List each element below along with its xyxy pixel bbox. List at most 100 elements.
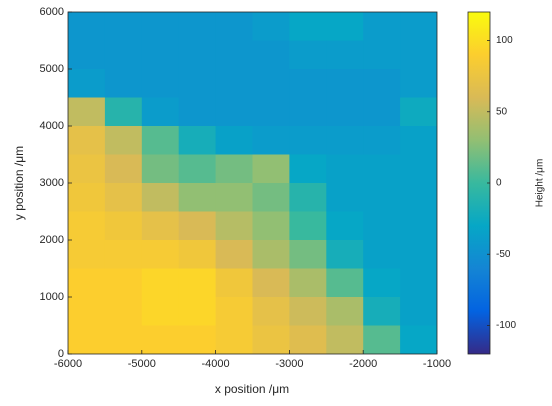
heatmap-cell bbox=[178, 12, 217, 42]
heatmap-cell bbox=[400, 211, 437, 241]
heatmap-cell bbox=[289, 183, 327, 213]
x-tick-label: -3000 bbox=[275, 358, 303, 370]
heatmap-cell bbox=[326, 97, 364, 127]
heatmap-cell bbox=[178, 126, 217, 156]
y-tick-label: 5000 bbox=[40, 63, 64, 75]
heatmap-cell bbox=[289, 154, 327, 184]
heatmap-cell bbox=[363, 183, 401, 213]
heatmap-cell bbox=[215, 97, 254, 127]
heatmap-cell bbox=[252, 126, 290, 156]
heatmap-cell bbox=[400, 12, 437, 42]
heatmap-cell bbox=[178, 97, 217, 127]
heatmap-cell bbox=[141, 183, 180, 213]
heatmap-cell bbox=[68, 240, 106, 270]
heatmap-cell bbox=[400, 69, 437, 99]
heatmap-cell bbox=[178, 297, 217, 327]
heatmap-cell bbox=[400, 325, 437, 354]
heatmap-cell bbox=[68, 297, 106, 327]
heatmap-cell bbox=[289, 268, 327, 298]
heatmap-cell bbox=[178, 240, 217, 270]
heatmap-cell bbox=[363, 240, 401, 270]
x-tick-label: -4000 bbox=[202, 358, 230, 370]
heatmap-cell bbox=[363, 97, 401, 127]
heatmap-cell bbox=[252, 12, 290, 42]
heatmap-cell bbox=[252, 183, 290, 213]
heatmap-cell bbox=[400, 126, 437, 156]
heatmap-cell bbox=[104, 297, 143, 327]
heatmap-cell bbox=[141, 69, 180, 99]
heatmap-cell bbox=[68, 12, 106, 42]
heatmap-cell bbox=[215, 69, 254, 99]
x-tick-label: -1000 bbox=[423, 358, 451, 370]
heatmap-cell bbox=[252, 154, 290, 184]
heatmap-cell bbox=[215, 240, 254, 270]
heatmap-cell bbox=[215, 268, 254, 298]
heatmap-cell bbox=[178, 211, 217, 241]
heatmap-cell bbox=[252, 97, 290, 127]
heatmap-cell bbox=[68, 40, 106, 70]
heatmap-cell bbox=[289, 126, 327, 156]
heatmap-cell bbox=[104, 40, 143, 70]
heatmap-cell bbox=[252, 268, 290, 298]
heatmap-cell bbox=[178, 69, 217, 99]
heatmap-cell bbox=[141, 40, 180, 70]
heatmap-cell bbox=[400, 154, 437, 184]
y-tick-label: 2000 bbox=[40, 234, 64, 246]
x-tick-label: -5000 bbox=[128, 358, 156, 370]
heatmap-cell bbox=[215, 12, 254, 42]
heatmap-cell bbox=[68, 211, 106, 241]
heatmap-cell bbox=[141, 154, 180, 184]
heatmap-cell bbox=[215, 40, 254, 70]
heatmap-cell bbox=[252, 40, 290, 70]
heatmap-cell bbox=[363, 325, 401, 354]
heatmap-cell bbox=[141, 126, 180, 156]
heatmap-cell bbox=[289, 12, 327, 42]
heatmap-cell bbox=[178, 154, 217, 184]
heatmap-cell bbox=[363, 69, 401, 99]
heatmap-cell bbox=[215, 126, 254, 156]
heatmap-cell bbox=[104, 325, 143, 354]
heatmap-cell bbox=[363, 126, 401, 156]
heatmap-cell bbox=[68, 183, 106, 213]
heatmap-cell bbox=[326, 69, 364, 99]
heatmap-cell bbox=[68, 268, 106, 298]
heatmap-cell bbox=[141, 211, 180, 241]
heatmap-cell bbox=[400, 297, 437, 327]
colorbar-tick-label: -100 bbox=[496, 320, 516, 331]
heatmap-cell bbox=[68, 97, 106, 127]
colorbar-tick-label: 0 bbox=[496, 178, 502, 189]
heatmap-cell bbox=[363, 40, 401, 70]
heatmap-cell bbox=[289, 97, 327, 127]
heatmap-cell bbox=[326, 297, 364, 327]
heatmap-cell bbox=[215, 183, 254, 213]
heatmap-cell bbox=[141, 97, 180, 127]
heatmap-cell bbox=[326, 183, 364, 213]
x-tick-label: -2000 bbox=[349, 358, 377, 370]
heatmap-cell bbox=[104, 12, 143, 42]
heatmap-cell bbox=[289, 297, 327, 327]
colorbar-tick-label: 100 bbox=[496, 35, 513, 46]
heatmap bbox=[68, 12, 437, 354]
colorbar-tick-label: 50 bbox=[496, 106, 508, 117]
heatmap-cell bbox=[363, 268, 401, 298]
heatmap-cell bbox=[104, 97, 143, 127]
heatmap-cell bbox=[178, 268, 217, 298]
heatmap-cell bbox=[141, 325, 180, 354]
heatmap-cell bbox=[215, 325, 254, 354]
heatmap-cell bbox=[104, 183, 143, 213]
x-tick-label: -6000 bbox=[54, 358, 82, 370]
heatmap-cell bbox=[289, 325, 327, 354]
y-tick-label: 1000 bbox=[40, 291, 64, 303]
heatmap-cell bbox=[252, 69, 290, 99]
heatmap-cell bbox=[400, 240, 437, 270]
heatmap-cell bbox=[104, 240, 143, 270]
heatmap-cell bbox=[178, 325, 217, 354]
heatmap-cell bbox=[215, 211, 254, 241]
heatmap-cell bbox=[289, 211, 327, 241]
heatmap-cell bbox=[400, 40, 437, 70]
y-tick-label: 3000 bbox=[40, 177, 64, 189]
heatmap-cell bbox=[178, 183, 217, 213]
heatmap-cell bbox=[104, 211, 143, 241]
heatmap-cell bbox=[104, 126, 143, 156]
